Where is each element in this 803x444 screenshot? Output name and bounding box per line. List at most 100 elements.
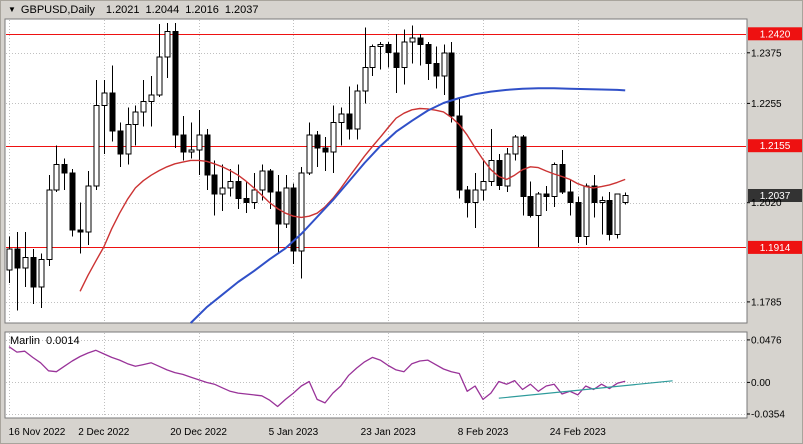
- candle-body: [188, 149, 195, 153]
- candle-body: [204, 134, 211, 176]
- candle-body: [377, 43, 384, 47]
- candle-body: [46, 189, 53, 261]
- current-price-badge: [748, 189, 802, 202]
- candle-body: [599, 200, 606, 204]
- indicator-scale[interactable]: 0.0476 0.00 -0.0354: [747, 335, 785, 421]
- candle-body: [243, 197, 250, 204]
- level-price-label: 1.1914: [760, 243, 791, 254]
- candle-body: [567, 191, 574, 204]
- candle-body: [283, 187, 290, 225]
- candle-body: [591, 185, 598, 204]
- candle-body: [417, 37, 424, 45]
- candle-body: [38, 259, 45, 288]
- candle-body: [504, 153, 511, 187]
- price-tick-label: 1.2020: [751, 198, 782, 209]
- level-price-label: 1.2155: [760, 141, 791, 152]
- level-price-badge: [748, 27, 802, 41]
- candle-body: [614, 193, 621, 235]
- level-price-badge: [748, 139, 802, 153]
- current-price-label: 1.2037: [760, 191, 791, 202]
- candles-layer: [6, 23, 629, 311]
- candle-body: [259, 170, 266, 191]
- candle-body: [290, 187, 297, 252]
- candle-body: [322, 147, 329, 153]
- candle-body: [101, 92, 108, 107]
- candle-body: [393, 52, 400, 69]
- candle-body: [362, 67, 369, 92]
- candle-body: [61, 164, 68, 174]
- time-scale[interactable]: 16 Nov 2022 2 Dec 2022 20 Dec 2022 5 Jan 20…: [9, 427, 607, 438]
- candle-body: [622, 195, 629, 203]
- price-scale[interactable]: 1.2420 1.2155 1.1914 1.2037 1.2375 1.2255 1.20…: [747, 27, 803, 308]
- price-tick-label: 1.1785: [751, 297, 782, 308]
- candle-body: [535, 193, 542, 216]
- candle-body: [456, 115, 463, 191]
- candle-body: [583, 185, 590, 238]
- candle-body: [480, 181, 487, 191]
- ma-red-line: [79, 107, 626, 292]
- candle-body: [69, 172, 76, 231]
- candle-body: [93, 105, 100, 187]
- candle-body: [385, 43, 392, 54]
- candle-body: [314, 134, 321, 149]
- candle-body: [132, 111, 139, 126]
- main-chart-pane[interactable]: [4, 18, 748, 324]
- candle-body: [575, 202, 582, 237]
- candle-body: [196, 134, 203, 151]
- candle-body: [14, 248, 21, 269]
- candle-body: [448, 52, 455, 117]
- candle-body: [606, 200, 613, 235]
- price-tick-label: 1.2375: [751, 48, 782, 59]
- candle-body: [219, 187, 226, 195]
- candle-body: [425, 43, 432, 64]
- candle-body: [354, 90, 361, 130]
- indicator-tick-label: 0.00: [751, 378, 771, 389]
- date-label: 5 Jan 2023: [269, 427, 319, 438]
- candle-body: [338, 113, 345, 123]
- candle-body: [22, 257, 29, 269]
- ohlc-open: 1.2021: [105, 4, 140, 16]
- marlin-line: [8, 346, 626, 408]
- candle-body: [156, 56, 163, 96]
- indicator-name: Marlin: [10, 335, 40, 347]
- candle-body: [227, 181, 234, 189]
- ohlc-close: 1.2037: [224, 4, 259, 16]
- candle-body: [267, 170, 274, 193]
- price-tick-label: 1.2255: [751, 99, 782, 110]
- candle-body: [409, 37, 416, 43]
- candle-body: [559, 164, 566, 193]
- candle-body: [125, 124, 132, 155]
- candle-body: [441, 52, 448, 77]
- candle-body: [235, 181, 242, 200]
- candle-body: [211, 174, 218, 195]
- candle-body: [369, 45, 376, 69]
- indicator-tick-label: -0.0354: [751, 410, 785, 421]
- indicator-pane[interactable]: [4, 331, 748, 419]
- indicator-value: 0.0014: [45, 335, 80, 347]
- chart-dropdown-icon[interactable]: ▼: [8, 5, 16, 14]
- candle-body: [109, 92, 116, 132]
- candle-body: [472, 189, 479, 204]
- candle-body: [251, 189, 258, 204]
- date-label: 20 Dec 2022: [170, 427, 227, 438]
- candle-body: [117, 130, 124, 155]
- candle-body: [330, 121, 337, 153]
- symbol-timeframe-label: GBPUSD,Daily: [20, 4, 95, 16]
- candle-body: [53, 164, 60, 191]
- candle-body: [172, 31, 179, 136]
- indicator-tick-label: 0.0476: [751, 335, 782, 346]
- candle-body: [520, 136, 527, 197]
- candle-body: [6, 248, 13, 271]
- chart-title-bar: ▼ GBPUSD,Daily 1.2021 1.2044 1.2016 1.2037: [8, 4, 259, 17]
- indicator-label: Marlin 0.0014: [10, 335, 80, 347]
- level-price-badge: [748, 240, 802, 254]
- ohlc-low: 1.2016: [185, 4, 219, 16]
- candle-body: [140, 100, 147, 113]
- ohlc-high: 1.2044: [145, 4, 180, 16]
- candle-body: [496, 159, 503, 187]
- ma-blue-line: [189, 87, 626, 324]
- candle-body: [30, 257, 37, 288]
- candle-body: [551, 164, 558, 197]
